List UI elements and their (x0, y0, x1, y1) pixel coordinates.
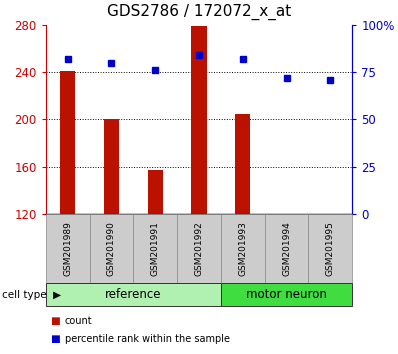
Text: reference: reference (105, 288, 162, 301)
Text: GSM201992: GSM201992 (195, 221, 203, 276)
Text: percentile rank within the sample: percentile rank within the sample (65, 334, 230, 344)
Text: cell type  ▶: cell type ▶ (2, 290, 61, 300)
Text: GSM201993: GSM201993 (238, 221, 247, 276)
Bar (60, 71, 75, 214)
Bar (235, 114, 250, 214)
Bar (148, 170, 163, 214)
Text: GSM201990: GSM201990 (107, 221, 116, 276)
Text: ■: ■ (50, 334, 59, 344)
Text: count: count (65, 315, 92, 326)
Text: GSM201989: GSM201989 (63, 221, 72, 276)
Text: GSM201991: GSM201991 (151, 221, 160, 276)
Text: GDS2786 / 172072_x_at: GDS2786 / 172072_x_at (107, 4, 291, 20)
Bar (104, 120, 119, 214)
Bar (191, 26, 207, 214)
Text: ■: ■ (50, 315, 59, 326)
Text: motor neuron: motor neuron (246, 288, 327, 301)
Text: GSM201994: GSM201994 (282, 221, 291, 276)
Text: GSM201995: GSM201995 (326, 221, 335, 276)
